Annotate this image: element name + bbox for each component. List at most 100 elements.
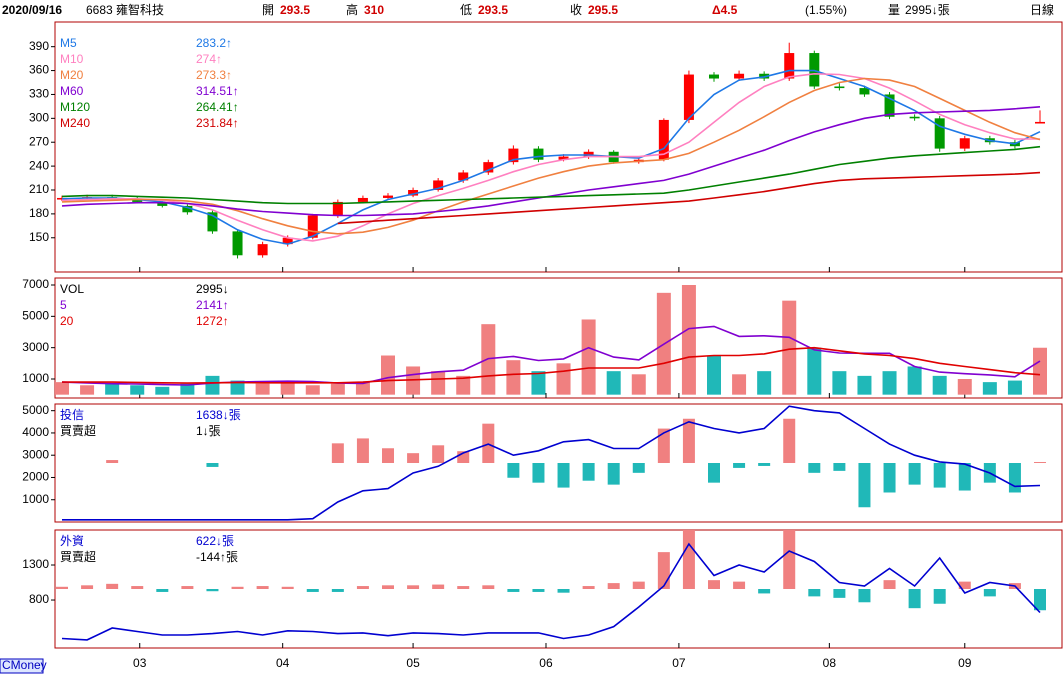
net-bar — [331, 443, 344, 463]
change: Δ4.5 — [712, 3, 738, 17]
x-tick-label: 03 — [133, 656, 147, 670]
field-label: 低 — [460, 3, 472, 17]
legend-name: 投信 — [60, 407, 84, 422]
volume-bar — [355, 382, 370, 395]
volume-bar — [280, 382, 295, 395]
volume-bar — [80, 385, 95, 395]
net-bar — [1034, 589, 1046, 611]
net-bar — [682, 418, 695, 463]
legend-name: 外資 — [60, 534, 84, 548]
candle-body — [959, 138, 970, 149]
net-bar — [281, 586, 294, 589]
y-tick-label: 1000 — [22, 371, 49, 385]
volume-bar — [857, 375, 872, 395]
volume-bar — [531, 371, 546, 395]
y-tick-label: 5000 — [22, 309, 49, 323]
net-bar — [632, 581, 645, 589]
volume-bar — [882, 371, 897, 395]
volume-bar — [606, 371, 621, 395]
net-bar — [1034, 462, 1046, 463]
net-bar — [532, 463, 545, 483]
net-bar — [407, 453, 420, 463]
field-label: 收 — [570, 3, 582, 17]
y-tick-label: 270 — [29, 134, 49, 148]
net-bar — [833, 463, 846, 471]
change-pct: (1.55%) — [805, 3, 847, 17]
net-bar — [356, 586, 369, 589]
net-bar — [607, 463, 620, 485]
x-tick-label: 07 — [672, 656, 686, 670]
net-bar — [532, 589, 545, 592]
net-bar — [507, 589, 520, 592]
y-tick-label: 330 — [29, 87, 49, 101]
net-bar — [632, 463, 645, 473]
volume-bar — [130, 385, 145, 395]
candle-body — [884, 94, 895, 117]
volume-bar — [932, 375, 947, 395]
date: 2020/09/16 — [2, 3, 62, 17]
net-bar — [507, 463, 520, 478]
volume-ma-line — [62, 346, 1041, 384]
candle-body — [508, 148, 519, 163]
candle-body — [357, 197, 368, 202]
candle-body — [408, 189, 419, 196]
legend-value: 231.84↑ — [196, 116, 239, 130]
net-bar — [306, 589, 319, 592]
candle-body — [207, 212, 218, 232]
net-bar — [557, 589, 570, 593]
net-bar — [181, 586, 194, 589]
ma-line — [61, 69, 1041, 245]
y-tick-label: 2000 — [22, 470, 49, 484]
net-bar — [382, 585, 394, 589]
field-value: 293.5 — [280, 3, 310, 17]
net-bar — [808, 463, 821, 473]
net-bar — [407, 585, 420, 589]
net-bar — [708, 580, 720, 589]
volume-bar — [982, 382, 997, 395]
volume-bar — [381, 355, 395, 395]
legend-name: 買賣超 — [60, 549, 96, 564]
panel-frame — [54, 403, 1063, 523]
period: 日線 — [1030, 2, 1054, 17]
legend-name: 買賣超 — [60, 423, 96, 438]
volume-bar — [581, 319, 596, 395]
x-tick-label: 08 — [823, 656, 837, 670]
y-tick-label: 1000 — [22, 492, 49, 506]
y-tick-label: 800 — [29, 592, 49, 606]
legend-value: 264.41↑ — [196, 100, 239, 114]
net-bar — [858, 589, 871, 603]
candle-body — [232, 231, 243, 256]
net-bar — [933, 589, 946, 604]
volume-bar — [330, 383, 345, 395]
candle-body — [683, 74, 694, 120]
candle-body — [709, 74, 719, 79]
legend-value: 1272↑ — [196, 314, 229, 328]
y-tick-label: 360 — [29, 63, 49, 77]
volume-bar — [205, 375, 220, 395]
y-tick-label: 240 — [29, 158, 49, 172]
panel-frame — [54, 529, 1063, 649]
candle-body — [583, 151, 594, 157]
y-tick-label: 1300 — [22, 557, 49, 571]
field-value: 295.5 — [588, 3, 618, 17]
ma-line — [61, 145, 1041, 205]
y-tick-label: 390 — [29, 39, 49, 53]
y-tick-label: 3000 — [22, 340, 49, 354]
net-bar — [557, 463, 570, 488]
volume-bar — [255, 383, 270, 395]
net-bar — [758, 463, 771, 466]
volume-bar — [55, 382, 69, 395]
x-tick-label: 09 — [958, 656, 972, 670]
legend-name: VOL — [60, 282, 84, 296]
net-bar — [933, 463, 946, 488]
net-bar — [908, 589, 921, 609]
candle-body — [734, 73, 745, 79]
volume-bar — [1007, 380, 1022, 395]
net-bar — [256, 586, 269, 589]
candle-body — [257, 244, 268, 256]
legend-name: M10 — [60, 52, 84, 66]
candle-body — [132, 198, 143, 202]
candle-body — [809, 53, 820, 87]
legend-value: 274↑ — [196, 52, 222, 66]
